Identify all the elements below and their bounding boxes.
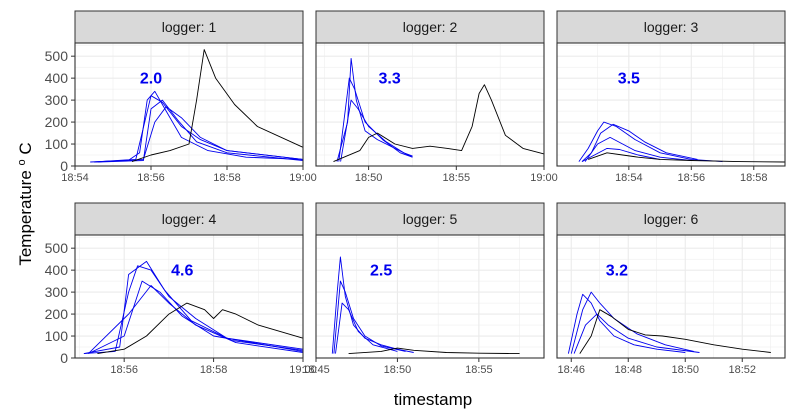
panel-annotation: 2.0 (140, 71, 162, 88)
facet-strip-label: logger: 3 (644, 19, 699, 35)
x-tick-label: 18:50 (355, 172, 383, 184)
series-line-blue-2 (581, 123, 698, 162)
panel-annotation: 3.2 (606, 263, 628, 280)
series-line-blue-2 (570, 291, 694, 354)
x-tick-label: 18:52 (728, 364, 756, 376)
y-tick-label: 200 (45, 306, 69, 322)
y-tick-label: 400 (45, 70, 69, 86)
facet-panel-3: logger: 3 3.5 18:54 18:56 18:58 (556, 10, 786, 184)
panel-annotation: 3.5 (618, 71, 640, 88)
facet-strip (74, 202, 304, 236)
y-axis-title-text: Temperature (16, 170, 35, 265)
x-axis-title: timestamp (394, 390, 472, 409)
panel-annotation: 2.5 (370, 263, 392, 280)
series-line-blue-2 (333, 280, 406, 354)
y-tick-label: 300 (45, 92, 69, 108)
series-line-blue-1 (578, 121, 723, 163)
x-tick-label: 18:50 (384, 364, 412, 376)
facet-strip-label: logger: 6 (644, 211, 699, 227)
y-tick-label: 100 (45, 136, 69, 152)
panel-border (74, 234, 304, 359)
panel-border (556, 234, 786, 359)
facet-strip (74, 10, 304, 44)
y-tick-label: 500 (45, 48, 69, 64)
y-tick-label: 300 (45, 284, 69, 300)
x-tick-label: 18:54 (615, 172, 643, 184)
facet-strip (315, 10, 545, 44)
plot-area (316, 235, 544, 358)
facet-panel-1: logger: 1 2.0 0 100 200 300 400 500 18:54 18:56 18… (45, 10, 317, 184)
series-line-blue-3 (584, 136, 692, 162)
series-line-blue-4 (581, 147, 661, 162)
plot-area (75, 235, 303, 358)
y-tick-label: 200 (45, 114, 69, 130)
y-axis-title: Temperature o C (16, 142, 35, 265)
x-tick-label: 19:00 (530, 172, 558, 184)
facet-strip-label: logger: 4 (162, 211, 217, 227)
series-line-blue-1 (567, 293, 686, 354)
x-tick-label: 18:58 (740, 172, 768, 184)
x-tick-label: 19:00 (289, 172, 317, 184)
series-line-black-5 (97, 302, 304, 355)
plot-area (557, 235, 785, 358)
facet-strip (556, 10, 786, 44)
panel-annotation: 4.6 (171, 263, 193, 280)
plot-area (316, 43, 544, 166)
series-line-black-4 (579, 309, 771, 354)
facet-panel-6: logger: 6 3.2 18:46 18:48 18:50 18:52 (556, 202, 786, 376)
facet-strip-label: logger: 1 (162, 19, 217, 35)
x-tick-label: 18:56 (110, 364, 138, 376)
panel-border (315, 234, 545, 359)
series-line-black-4 (348, 347, 520, 355)
y-tick-label: 0 (60, 158, 68, 174)
series-line-blue-4 (88, 285, 304, 354)
x-tick-label: 18:55 (443, 172, 471, 184)
x-tick-label: 18:58 (213, 172, 241, 184)
y-axis-title-superscript: o (16, 159, 28, 165)
x-tick-label: 18:50 (671, 364, 699, 376)
x-tick-label: 18:56 (137, 172, 165, 184)
series-line-blue-3 (340, 99, 413, 162)
facet-strip-label: logger: 2 (403, 19, 458, 35)
facet-strip (556, 202, 786, 236)
facet-panel-4: logger: 4 4.6 0 100 200 300 400 500 18:56 18:58 19… (45, 202, 317, 376)
series-line-blue-2 (83, 260, 304, 355)
series-line-blue-3 (88, 280, 304, 355)
series-line-black-5 (588, 152, 786, 163)
y-axis-title-unit: C (16, 142, 35, 154)
series-line-blue-3 (335, 302, 398, 354)
panel-border (74, 42, 304, 167)
facet-panel-5: logger: 5 2.5 18:45 18:50 18:55 (302, 202, 545, 376)
facet-strip-label: logger: 5 (403, 211, 458, 227)
facet-strip (315, 202, 545, 236)
series-line-black-5 (131, 49, 304, 163)
y-tick-label: 0 (60, 350, 68, 366)
facet-panel-2: logger: 2 3.3 18:50 18:55 19:00 (315, 10, 558, 184)
y-tick-label: 500 (45, 240, 69, 256)
x-tick-label: 18:55 (465, 364, 493, 376)
series-line-blue-1 (331, 256, 414, 354)
series-line-blue-2 (338, 77, 413, 162)
series-line-blue-4 (97, 99, 304, 163)
series-line-blue-3 (93, 106, 304, 163)
series-line-black-4 (333, 84, 545, 163)
x-tick-label: 18:58 (200, 364, 228, 376)
x-tick-label: 18:48 (614, 364, 642, 376)
x-tick-label: 18:45 (302, 364, 330, 376)
series-line-blue-3 (573, 313, 700, 354)
y-tick-label: 400 (45, 262, 69, 278)
x-tick-label: 19:00 (289, 364, 317, 376)
series-line-blue-1 (83, 265, 304, 355)
panel-border (315, 42, 545, 167)
y-tick-label: 100 (45, 328, 69, 344)
x-tick-label: 18:56 (678, 172, 706, 184)
plot-area (557, 43, 785, 166)
panel-border (556, 42, 786, 167)
facet-panels: logger: 1 2.0 0 100 200 300 400 500 18:54 18:56 18… (45, 10, 786, 376)
x-tick-label: 18:46 (557, 364, 585, 376)
panel-annotation: 3.3 (379, 71, 401, 88)
x-tick-label: 18:54 (61, 172, 89, 184)
